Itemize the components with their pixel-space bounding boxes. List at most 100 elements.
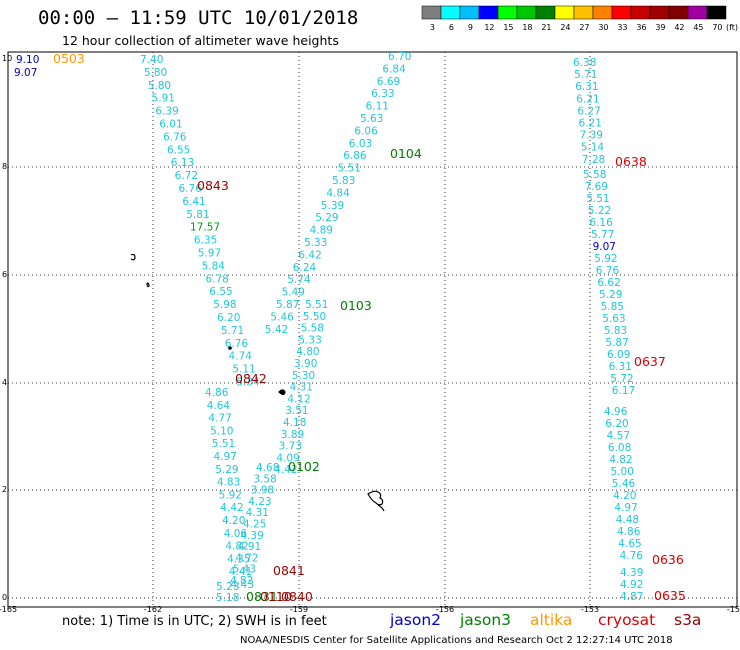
legend-jason3: jason3	[459, 611, 511, 629]
swh-value: 5.92	[219, 489, 242, 501]
legend-jason2: jason2	[389, 611, 441, 629]
swh-value: 6.27	[577, 105, 600, 117]
swh-value: 5.22	[588, 205, 611, 217]
colorbar-label: 3	[430, 23, 435, 32]
swh-value: 4.86	[617, 526, 641, 538]
y-tick-label: 8	[2, 162, 7, 171]
swh-value: 4.74	[229, 351, 253, 363]
swh-value: 5.63	[602, 313, 625, 325]
swh-value: 6.31	[609, 361, 632, 373]
swh-value: 5.29	[315, 212, 338, 224]
pass-time-label: 0831	[246, 589, 278, 604]
swh-value: 5.46	[270, 311, 294, 323]
colorbar-swatch	[459, 5, 480, 20]
swh-value: 4.06	[224, 528, 248, 540]
swh-value: 4.97	[614, 502, 637, 514]
swh-value: 5.84	[202, 260, 226, 272]
pass-time-label: 0104	[390, 146, 422, 161]
swh-value: 4.65	[618, 538, 641, 550]
swh-value: 4.82	[225, 541, 248, 553]
swh-value: 5.43	[233, 564, 256, 576]
swh-value: 5.72	[610, 373, 633, 385]
swh-value: 5.14	[581, 142, 605, 154]
pass-time-label: 0841	[273, 563, 305, 578]
swh-value: 6.20	[217, 312, 240, 324]
swh-value: 5.58	[583, 169, 606, 181]
swh-value: 6.16	[589, 217, 613, 229]
swh-value: 5.39	[321, 200, 344, 212]
swh-value: 4.91	[238, 541, 261, 553]
swh-value: 5.58	[301, 323, 324, 335]
swh-value: 5.10	[210, 425, 233, 437]
swh-value: 4.31	[246, 507, 269, 519]
swh-value: 4.41	[229, 566, 252, 578]
swh-value: 6.70	[388, 51, 411, 63]
swh-value: 5.71	[574, 69, 597, 81]
swh-value: 5.74	[287, 274, 311, 286]
x-tick-label: -165	[0, 605, 17, 614]
swh-value: 5.98	[213, 299, 236, 311]
swh-value: 3.98	[251, 485, 274, 497]
x-tick-label: -162	[144, 605, 162, 614]
swh-value: 4.83	[217, 477, 240, 489]
swh-value: 6.13	[171, 157, 194, 169]
swh-value: 5.33	[304, 237, 327, 249]
swh-value: 6.72	[175, 170, 198, 182]
swh-value: 6.76	[163, 131, 187, 143]
swh-value: 5.85	[601, 301, 624, 313]
swh-value: 5.91	[152, 93, 175, 105]
swh-value: 5.11	[232, 364, 255, 376]
colorbar-label: 21	[541, 23, 551, 32]
map-grid	[7, 51, 738, 608]
pass-time-label: 0637	[634, 354, 666, 369]
swh-value: 5.30	[292, 370, 315, 382]
colorbar: 3 6 9 12 15 18 21 24 27 30 33 36 39 42 45 70 (ft)	[421, 5, 738, 32]
swh-value: 4.68	[256, 462, 279, 474]
colorbar-swatch	[668, 5, 689, 20]
colorbar-label: (ft)	[726, 23, 738, 32]
swh-value: 6.09	[607, 349, 630, 361]
swh-value: 6.20	[605, 418, 628, 430]
colorbar-label: 18	[522, 23, 532, 32]
swh-value: 4.86	[205, 387, 229, 399]
colorbar-swatch	[592, 5, 613, 20]
swh-value: 9.10	[16, 54, 39, 66]
swh-value: 5.29	[599, 289, 622, 301]
colorbar-label: 6	[449, 23, 454, 32]
swh-value: 5.80	[148, 80, 171, 92]
swh-value: 5.92	[594, 253, 617, 265]
coastline	[130, 253, 385, 512]
swh-value: 4.89	[310, 225, 333, 237]
chart-title: 00:00 – 11:59 UTC 10/01/2018	[38, 7, 358, 29]
swh-value: 6.17	[612, 385, 635, 397]
swh-value: 7.28	[582, 154, 605, 166]
colorbar-label: 33	[617, 23, 627, 32]
legend-altika: altika	[530, 611, 572, 629]
colorbar-swatch	[706, 5, 727, 20]
pass-time-label: 0503	[53, 51, 85, 66]
swh-value: 6.84	[382, 63, 406, 75]
swh-value: 6.62	[597, 277, 620, 289]
swh-value: 4.12	[287, 393, 310, 405]
swh-value: 4.18	[283, 417, 306, 429]
colorbar-label: 70	[712, 23, 722, 32]
pass-time-label: 0103	[340, 298, 372, 313]
swh-value: 5.51	[305, 299, 328, 311]
colorbar-swatch	[573, 5, 594, 20]
pass-time-label: 0840	[281, 589, 313, 604]
swh-value: 5.87	[605, 337, 628, 349]
colorbar-label: 9	[468, 23, 473, 32]
colorbar-swatch	[516, 5, 537, 20]
swh-value: 6.06	[354, 125, 378, 137]
colorbar-label: 45	[693, 23, 703, 32]
pass-time-label: 0102	[288, 459, 320, 474]
pass-time-label: 0638	[615, 154, 647, 169]
y-tick-label: 0	[2, 593, 7, 602]
satellite-legend: jason2 jason3 altika cryosat s3a	[389, 611, 701, 629]
swh-value: 6.76	[596, 265, 620, 277]
pass-time-label: 0636	[652, 552, 684, 567]
swh-value: 4.77	[208, 413, 231, 425]
colorbar-label: 24	[560, 23, 570, 32]
swh-value: 6.03	[349, 138, 372, 150]
